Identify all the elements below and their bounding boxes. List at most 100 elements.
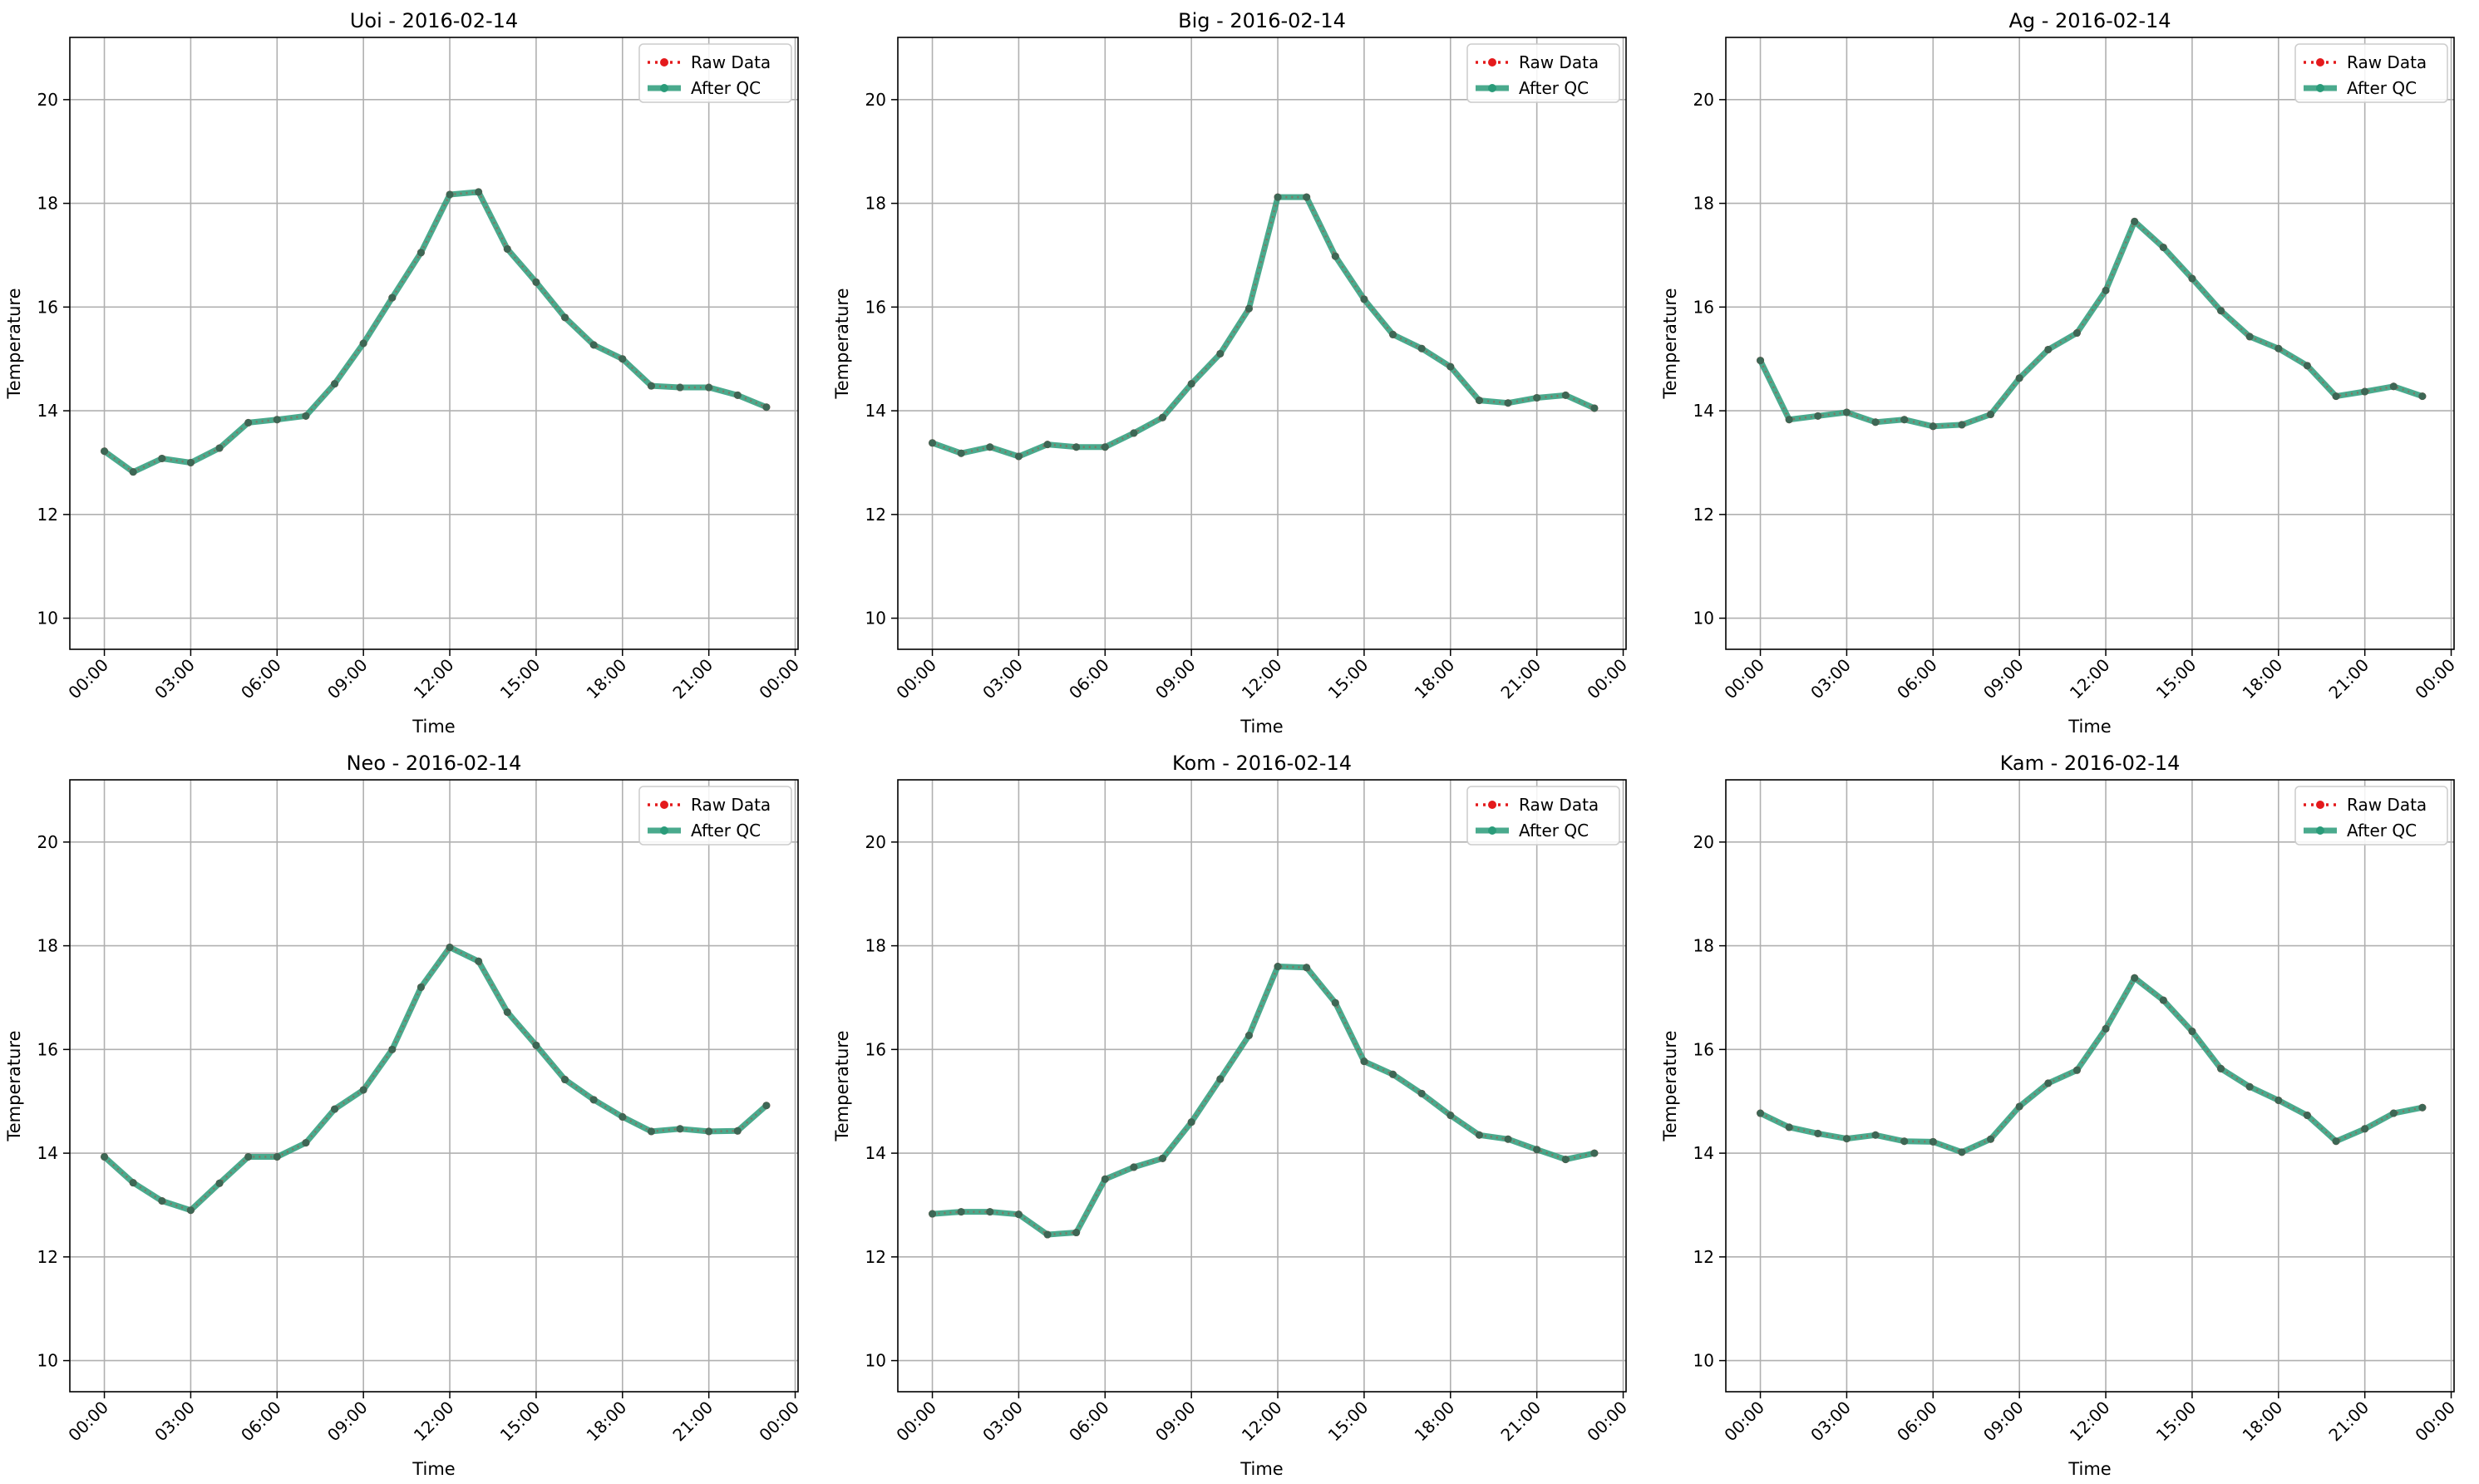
y-tick-label: 14 xyxy=(37,1143,58,1163)
axes-frame xyxy=(897,779,1627,1393)
x-axis-label: Time xyxy=(412,1459,455,1479)
after-qc-point xyxy=(1043,441,1052,449)
after-qc-point xyxy=(503,244,511,253)
grid xyxy=(70,37,798,649)
after-qc-point xyxy=(2159,996,2167,1004)
legend-qc-label: After QC xyxy=(2347,78,2417,98)
x-tick-label: 09:00 xyxy=(323,1398,372,1446)
after-qc-point xyxy=(532,1041,540,1049)
after-qc-point xyxy=(2131,217,2139,225)
series-markers xyxy=(1757,974,2427,1156)
after-qc-point xyxy=(2015,374,2023,382)
after-qc-point xyxy=(986,1208,994,1216)
x-tick-label: 18:00 xyxy=(1411,655,1459,703)
y-tick-label: 12 xyxy=(1693,1247,1714,1267)
after-qc-point xyxy=(929,1210,937,1218)
y-tick-label: 12 xyxy=(865,1247,886,1267)
after-qc-point xyxy=(647,1127,655,1136)
series-after-qc-line xyxy=(932,964,1595,1238)
after-qc-point xyxy=(1159,413,1167,422)
x-tick-label: 18:00 xyxy=(583,655,631,703)
after-qc-point xyxy=(2389,1109,2398,1117)
legend-qc-label: After QC xyxy=(1519,78,1589,98)
after-qc-point xyxy=(1187,1118,1195,1127)
after-qc-point xyxy=(1871,1131,1880,1139)
legend-raw-label: Raw Data xyxy=(1519,795,1599,815)
series-raw-data-line xyxy=(932,965,1595,1236)
legend-qc-marker xyxy=(1488,84,1496,92)
after-qc-point xyxy=(475,957,483,965)
x-tick-label: 18:00 xyxy=(2239,1398,2287,1446)
after-qc-point xyxy=(589,341,598,349)
legend-raw-marker xyxy=(660,58,668,67)
after-qc-point xyxy=(1814,412,1822,420)
y-axis-label: Temperature xyxy=(4,1030,24,1141)
legend-raw-marker xyxy=(1488,801,1496,809)
legend-qc-marker xyxy=(660,826,668,835)
after-qc-point xyxy=(2072,1066,2081,1074)
after-qc-point xyxy=(532,278,540,286)
after-qc-point xyxy=(2361,387,2369,396)
after-qc-point xyxy=(2159,244,2167,252)
after-qc-point xyxy=(1929,1137,1937,1146)
after-qc-point xyxy=(1590,404,1599,412)
after-qc-point xyxy=(2418,1103,2427,1112)
after-qc-point xyxy=(929,439,937,447)
chart-title: Neo - 2016-02-14 xyxy=(347,752,522,775)
series-markers xyxy=(929,193,1599,461)
chart-title: Ag - 2016-02-14 xyxy=(2008,9,2171,32)
legend-raw-label: Raw Data xyxy=(1519,52,1599,72)
after-qc-point xyxy=(2072,329,2081,338)
after-qc-point xyxy=(1785,1123,1793,1131)
legend-raw-label: Raw Data xyxy=(2347,795,2427,815)
legend-qc-label: After QC xyxy=(691,78,761,98)
subplot-1: Uoi - 2016-02-14 10 12 14 16 18 20 00:00 03:00 06… xyxy=(4,9,803,737)
y-tick-label: 10 xyxy=(865,609,886,629)
x-tick-label: 09:00 xyxy=(1979,655,2028,703)
series-after-qc-line xyxy=(102,944,769,1214)
chart-title: Kom - 2016-02-14 xyxy=(1172,752,1352,775)
legend-raw-label: Raw Data xyxy=(2347,52,2427,72)
after-qc-point xyxy=(1244,1031,1253,1039)
after-qc-point xyxy=(1389,1070,1397,1078)
x-tick-label: 00:00 xyxy=(64,655,112,703)
x-tick-label: 12:00 xyxy=(410,655,458,703)
after-qc-point xyxy=(1101,1175,1109,1183)
after-qc-point xyxy=(388,1045,397,1053)
legend-qc-label: After QC xyxy=(1519,821,1589,841)
x-tick-label: 09:00 xyxy=(1151,1398,1200,1446)
after-qc-point xyxy=(273,1152,281,1161)
after-qc-point xyxy=(1475,397,1483,405)
after-qc-point xyxy=(158,454,166,462)
y-tick-label: 10 xyxy=(1693,609,1714,629)
after-qc-point xyxy=(957,1208,965,1216)
y-tick-label: 10 xyxy=(37,1351,58,1371)
after-qc-point xyxy=(129,1179,137,1187)
after-qc-point xyxy=(1900,1137,1909,1146)
after-qc-point xyxy=(1274,193,1282,201)
x-axis-label: Time xyxy=(1240,1459,1283,1479)
plot-area xyxy=(898,37,1626,649)
y-tick-label: 18 xyxy=(37,936,58,956)
after-qc-point xyxy=(273,416,281,424)
after-qc-point xyxy=(2303,1112,2311,1120)
after-qc-point xyxy=(1303,964,1311,972)
after-qc-point xyxy=(2332,392,2340,401)
legend: Raw Data After QC xyxy=(1466,43,1620,103)
after-qc-point xyxy=(359,339,367,348)
after-qc-point xyxy=(1331,998,1339,1007)
y-tick-label: 20 xyxy=(1693,90,1714,110)
after-qc-point xyxy=(1533,1146,1541,1154)
y-tick-label: 14 xyxy=(1693,1143,1714,1163)
x-tick-label: 00:00 xyxy=(1583,655,1631,703)
grid xyxy=(898,37,1626,649)
after-qc-point xyxy=(1504,399,1512,407)
x-tick-label: 06:00 xyxy=(1893,1398,1941,1446)
after-qc-point xyxy=(1757,1109,1765,1117)
x-tick-label: 21:00 xyxy=(2324,655,2373,703)
y-axis-label: Temperature xyxy=(4,288,24,399)
after-qc-point xyxy=(1446,362,1455,371)
y-tick-label: 10 xyxy=(865,1351,886,1371)
after-qc-point xyxy=(1130,429,1138,437)
series-after-qc-line xyxy=(1757,218,2424,430)
